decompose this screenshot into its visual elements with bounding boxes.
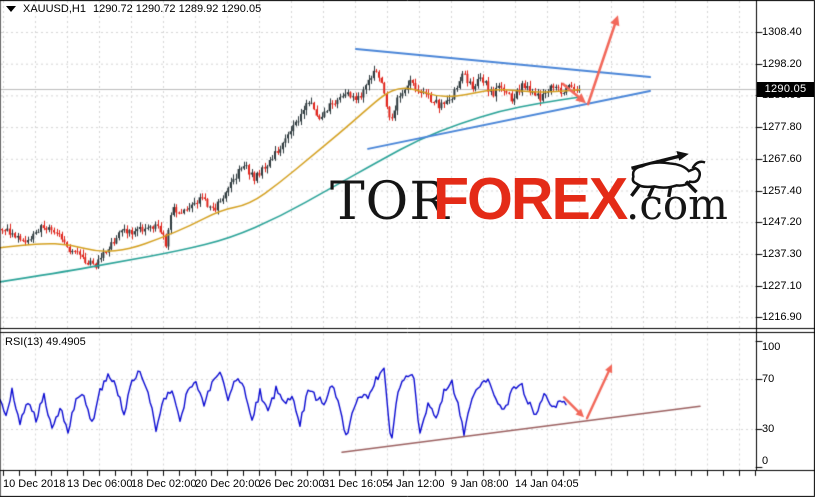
logo-brand: FOREX xyxy=(433,166,628,232)
rsi-axis-label: 100 xyxy=(762,341,781,353)
price-axis-label: 1298.20 xyxy=(762,57,802,70)
time-axis-label: 9 Jan 08:00 xyxy=(451,478,509,490)
price-axis-label: 1257.40 xyxy=(762,184,802,197)
time-axis-label: 4 Jan 12:00 xyxy=(387,478,445,490)
rsi-axis-label: 70 xyxy=(762,372,775,385)
price-axis-label: 1237.30 xyxy=(762,247,802,260)
rsi-axis-label: 0 xyxy=(762,455,769,467)
logo-suffix: .com xyxy=(626,180,728,229)
time-axis-label: 31 Dec 16:05 xyxy=(323,478,389,490)
price-axis-label: 1247.20 xyxy=(762,216,802,229)
torforex-logo: TOR FOREX .com xyxy=(330,150,730,234)
time-axis-label: 26 Dec 20:00 xyxy=(259,478,325,490)
time-axis-label: 10 Dec 2018 xyxy=(3,478,66,490)
price-axis-label: 1216.90 xyxy=(762,311,802,324)
logo-prefix: TOR xyxy=(330,172,450,232)
quote-values: 1290.72 1290.72 1289.92 1290.05 xyxy=(92,3,262,15)
price-axis-label: 1308.40 xyxy=(762,26,802,38)
chart-title: XAUUSD,H1 1290.72 1290.72 1289.92 1290.0… xyxy=(6,3,261,15)
time-axis-label: 20 Dec 20:00 xyxy=(195,478,261,490)
time-axis-label: 13 Dec 06:00 xyxy=(67,478,133,490)
price-axis-label: 1267.60 xyxy=(762,152,802,165)
bull-icon xyxy=(630,151,706,198)
price-axis-label: 1277.80 xyxy=(762,121,802,134)
symbol-marker-icon xyxy=(6,6,16,12)
price-axis-label: 1227.10 xyxy=(762,279,802,292)
time-axis-label: 14 Jan 04:05 xyxy=(515,478,579,490)
current-price-badge: 1290.05 xyxy=(757,82,814,97)
time-axis-label: 18 Dec 02:00 xyxy=(131,478,197,490)
symbol-name: XAUUSD,H1 xyxy=(23,3,86,15)
rsi-axis-label: 30 xyxy=(762,423,775,436)
rsi-indicator-label: RSI(13) 49.4905 xyxy=(5,336,86,348)
